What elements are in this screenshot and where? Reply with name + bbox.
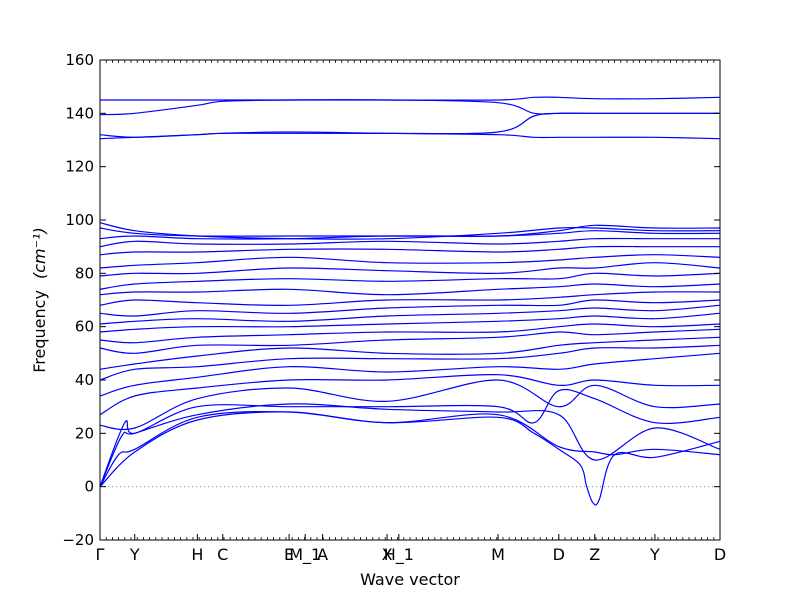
x-axis: Γ Y H C EM_1A XH_1 M D Z Y D xyxy=(96,60,726,565)
band-2 xyxy=(99,410,721,506)
q-point-label: C xyxy=(217,545,228,564)
q-point-label: E xyxy=(284,545,294,564)
band-lines xyxy=(99,96,721,506)
band-10 xyxy=(99,328,721,354)
y-axis-label: Frequency (cm⁻¹) xyxy=(30,227,49,372)
band-1 xyxy=(99,411,721,488)
band-11 xyxy=(99,323,721,344)
q-point-label: D xyxy=(553,545,565,564)
q-point-label: Y xyxy=(649,545,660,564)
band-14 xyxy=(99,299,721,317)
band-17 xyxy=(99,272,721,290)
band-8 xyxy=(99,344,721,381)
band-6 xyxy=(99,374,721,416)
y-axis-label-unit: (cm⁻¹) xyxy=(30,227,49,279)
plot-frame xyxy=(99,59,721,541)
q-point-label: D xyxy=(714,545,726,564)
y-tick-label: 40 xyxy=(75,371,94,389)
y-tick-label: 0 xyxy=(84,478,94,496)
band-19 xyxy=(99,254,721,269)
band-18 xyxy=(99,262,721,277)
band-24 xyxy=(99,222,721,240)
y-tick-label: 160 xyxy=(65,51,94,69)
q-point-label: H xyxy=(191,545,203,564)
q-point-label: Γ xyxy=(96,545,105,564)
band-23 xyxy=(99,224,721,237)
q-point-label: Z xyxy=(589,545,600,564)
y-axis-label-text: Frequency xyxy=(30,290,49,373)
band-16 xyxy=(99,283,721,296)
band-3 xyxy=(99,403,721,487)
band-12 xyxy=(99,312,721,333)
y-tick-label: 80 xyxy=(75,264,94,282)
q-point-label: H_1 xyxy=(384,545,414,565)
q-point-label: X xyxy=(382,545,393,564)
band-27 xyxy=(99,99,720,116)
y-tick-label: 20 xyxy=(75,424,94,442)
y-tick-label: 140 xyxy=(65,104,94,122)
q-point-label: Y xyxy=(129,545,140,564)
y-tick-label: 100 xyxy=(65,211,94,229)
q-point-label: M xyxy=(491,545,505,564)
y-tick-label: 120 xyxy=(65,158,94,176)
band-4 xyxy=(99,388,721,487)
band-7 xyxy=(99,352,721,397)
y-axis: −20 0 20 40 60 80 100 120 140 160 xyxy=(62,51,720,549)
band-15 xyxy=(99,291,721,306)
band-5 xyxy=(99,379,721,431)
y-tick-label: −20 xyxy=(62,531,94,549)
band-21 xyxy=(99,237,720,248)
band-13 xyxy=(99,304,721,325)
q-point-label: A xyxy=(317,545,328,564)
q-point-label: M_1 xyxy=(289,545,321,565)
band-20 xyxy=(99,245,720,256)
x-axis-label: Wave vector xyxy=(360,570,460,589)
band-26 xyxy=(99,131,721,140)
band-9 xyxy=(99,336,721,370)
y-tick-label: 60 xyxy=(75,318,94,336)
band-28 xyxy=(100,96,721,101)
